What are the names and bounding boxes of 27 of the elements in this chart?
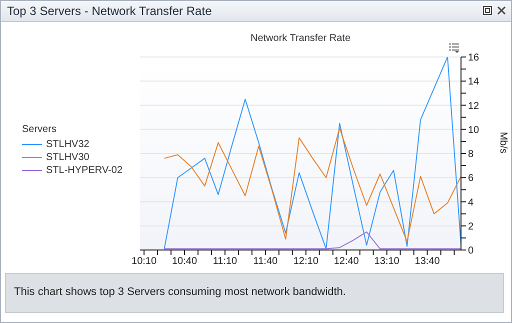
x-tick-label: 12:40 xyxy=(334,256,360,268)
line-series xyxy=(164,128,461,242)
y-tick-label: 16 xyxy=(468,52,480,64)
x-tick-label: 11:40 xyxy=(253,256,278,268)
line-series xyxy=(164,231,461,250)
x-tick-label: 12:10 xyxy=(293,256,319,268)
y-tick-label: 4 xyxy=(468,197,474,208)
legend-label: STL-HYPERV-02 xyxy=(46,165,123,176)
legend-title: Servers xyxy=(22,124,58,135)
y-tick-label: 12 xyxy=(468,100,480,112)
legend-label: STLHV32 xyxy=(46,139,90,150)
text: This chart shows top 3 Servers consuming most network bandwidth. xyxy=(14,286,346,298)
x-tick-label: 10:10 xyxy=(132,256,157,268)
x-tick-label: 13:40 xyxy=(414,256,440,268)
y-axis-title: Mb/s xyxy=(497,132,508,154)
x-tick-label: 10:40 xyxy=(172,256,198,268)
legend-label: STLHV30 xyxy=(46,152,90,163)
x-tick-label: 11:10 xyxy=(212,256,238,268)
y-tick-label: 8 xyxy=(468,149,474,160)
y-tick-label: 10 xyxy=(468,124,480,136)
y-tick-label: 6 xyxy=(468,173,474,184)
y-tick-label: 2 xyxy=(468,221,474,232)
chart-subtitle: Network Transfer Rate xyxy=(249,33,352,44)
x-tick-label: 13:10 xyxy=(374,256,400,268)
chart-title: Top 3 Servers - Network Transfer Rate xyxy=(7,4,212,18)
y-tick-label: 14 xyxy=(468,76,480,88)
y-tick-label: 0 xyxy=(468,246,474,257)
